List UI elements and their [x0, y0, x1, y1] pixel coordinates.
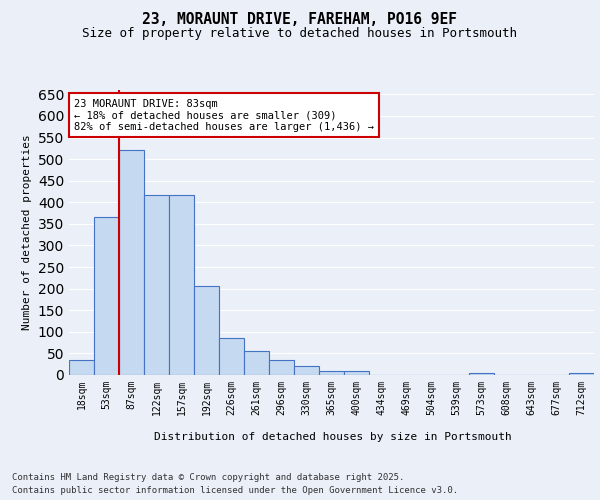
Bar: [344, 370, 369, 375]
Text: 23 MORAUNT DRIVE: 83sqm
← 18% of detached houses are smaller (309)
82% of semi-d: 23 MORAUNT DRIVE: 83sqm ← 18% of detache…: [74, 98, 374, 132]
Bar: [69, 360, 94, 375]
Text: Size of property relative to detached houses in Portsmouth: Size of property relative to detached ho…: [83, 28, 517, 40]
Bar: [194, 286, 219, 375]
Bar: [119, 150, 144, 375]
Bar: [294, 366, 319, 375]
Bar: [569, 373, 594, 375]
Bar: [219, 338, 244, 375]
Bar: [244, 351, 269, 375]
Bar: [169, 194, 194, 375]
Text: Contains public sector information licensed under the Open Government Licence v3: Contains public sector information licen…: [12, 486, 458, 495]
Text: Distribution of detached houses by size in Portsmouth: Distribution of detached houses by size …: [154, 432, 512, 442]
Y-axis label: Number of detached properties: Number of detached properties: [22, 134, 32, 330]
Text: 23, MORAUNT DRIVE, FAREHAM, PO16 9EF: 23, MORAUNT DRIVE, FAREHAM, PO16 9EF: [143, 12, 458, 28]
Text: Contains HM Land Registry data © Crown copyright and database right 2025.: Contains HM Land Registry data © Crown c…: [12, 472, 404, 482]
Bar: [319, 370, 344, 375]
Bar: [94, 216, 119, 375]
Bar: [269, 360, 294, 375]
Bar: [469, 373, 494, 375]
Bar: [144, 194, 169, 375]
